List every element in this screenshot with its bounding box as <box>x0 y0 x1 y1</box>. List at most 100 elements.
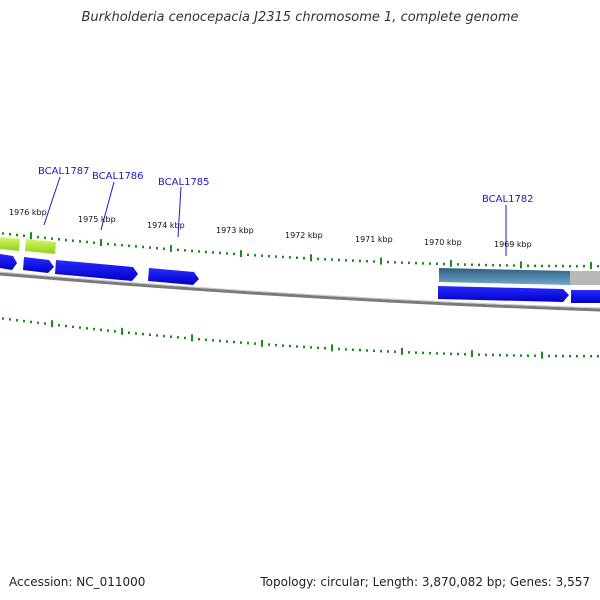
minor-tick <box>457 352 459 356</box>
minor-tick <box>198 250 200 253</box>
minor-tick <box>44 322 46 325</box>
minor-tick <box>380 349 382 353</box>
minor-tick <box>387 350 389 353</box>
minor-tick <box>569 354 571 358</box>
minor-tick <box>387 260 389 264</box>
tick-label: 1972 kbp <box>285 231 323 240</box>
minor-tick <box>317 346 319 350</box>
gene-label[interactable]: BCAL1787 <box>38 166 90 177</box>
minor-tick <box>149 246 151 249</box>
minor-tick <box>72 239 74 242</box>
minor-tick <box>506 264 508 267</box>
minor-tick <box>555 264 557 268</box>
minor-tick <box>359 348 361 352</box>
outer-tick-ring <box>2 232 599 269</box>
major-tick <box>51 320 53 328</box>
cds-arrow-2 <box>23 257 54 273</box>
minor-tick <box>352 348 354 352</box>
major-tick <box>590 261 592 269</box>
minor-tick <box>149 333 151 337</box>
minor-tick <box>457 263 459 266</box>
minor-tick <box>548 354 550 358</box>
minor-tick <box>366 349 368 352</box>
cds-arrow-6 <box>571 290 600 303</box>
minor-tick <box>352 259 354 262</box>
minor-tick <box>44 236 46 240</box>
inner-tick-ring <box>2 317 599 359</box>
accession-text: Accession: NC_011000 <box>9 575 146 589</box>
minor-tick <box>205 250 207 254</box>
minor-tick <box>100 328 102 332</box>
minor-tick <box>527 264 529 268</box>
minor-tick <box>37 235 39 239</box>
minor-tick <box>226 340 228 343</box>
minor-tick <box>541 264 543 268</box>
minor-tick <box>9 318 11 321</box>
minor-tick <box>72 325 74 329</box>
major-tick <box>170 245 172 253</box>
minor-tick <box>373 349 375 353</box>
minor-tick <box>219 251 221 255</box>
minor-tick <box>268 343 270 346</box>
major-tick <box>310 254 312 262</box>
minor-tick <box>485 353 487 357</box>
minor-tick <box>324 258 326 261</box>
minor-tick <box>534 354 536 358</box>
minor-tick <box>282 344 284 347</box>
gene-label[interactable]: BCAL1785 <box>158 177 210 188</box>
minor-tick <box>289 344 291 348</box>
minor-tick <box>58 323 60 327</box>
tick-labels: 1976 kbp 1975 kbp 1974 kbp 1973 kbp 1972… <box>9 208 532 249</box>
minor-tick <box>282 255 284 259</box>
minor-tick <box>597 264 599 268</box>
minor-tick <box>562 354 564 358</box>
gene-label[interactable]: BCAL1786 <box>92 171 144 182</box>
minor-tick <box>156 334 158 337</box>
minor-tick <box>373 260 375 263</box>
minor-tick <box>86 240 88 244</box>
minor-tick <box>107 242 109 246</box>
minor-tick <box>422 262 424 265</box>
minor-tick <box>534 264 536 268</box>
minor-tick <box>289 256 291 259</box>
minor-tick <box>478 353 480 356</box>
cds-arrow-5 <box>438 286 569 302</box>
gene-leader-line <box>177 186 182 238</box>
major-tick <box>121 327 123 335</box>
minor-tick <box>191 249 193 253</box>
tick-label: 1974 kbp <box>147 221 185 230</box>
minor-tick <box>366 259 368 263</box>
minor-tick <box>345 348 347 351</box>
minor-tick <box>562 264 564 268</box>
minor-tick <box>492 263 494 267</box>
minor-tick <box>296 256 298 260</box>
minor-tick <box>212 339 214 342</box>
tick-label: 1971 kbp <box>355 235 393 244</box>
minor-tick <box>156 246 158 250</box>
minor-tick <box>422 351 424 355</box>
minor-tick <box>240 341 242 344</box>
gene-feature-green-2 <box>25 239 56 254</box>
minor-tick <box>296 345 298 348</box>
minor-tick <box>590 354 592 358</box>
minor-tick <box>443 352 445 355</box>
minor-tick <box>23 234 25 237</box>
tick-label: 1976 kbp <box>9 208 47 217</box>
minor-tick <box>93 241 95 244</box>
minor-tick <box>499 264 501 267</box>
minor-tick <box>37 321 39 325</box>
tick-label: 1969 kbp <box>494 240 532 249</box>
gene-label[interactable]: BCAL1782 <box>482 194 534 205</box>
gene-leader-line <box>43 176 61 226</box>
minor-tick <box>177 248 179 252</box>
minor-tick <box>205 338 207 342</box>
minor-tick <box>275 343 277 347</box>
minor-tick <box>429 262 431 265</box>
minor-tick <box>583 354 585 358</box>
cds-arrow-4 <box>148 268 199 285</box>
minor-tick <box>9 232 11 236</box>
minor-tick <box>450 352 452 356</box>
minor-tick <box>527 354 529 357</box>
minor-tick <box>79 326 81 329</box>
major-tick <box>240 250 242 258</box>
